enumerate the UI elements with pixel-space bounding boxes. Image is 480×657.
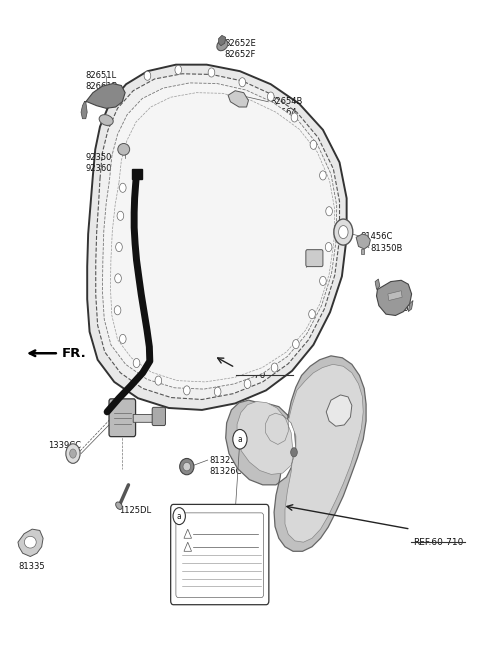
Polygon shape [375, 279, 380, 290]
Circle shape [70, 449, 76, 458]
Polygon shape [87, 64, 347, 410]
FancyBboxPatch shape [171, 505, 269, 604]
Text: 81325C
81326C: 81325C 81326C [209, 455, 241, 476]
Text: 1339CC: 1339CC [48, 441, 81, 449]
Polygon shape [102, 83, 336, 389]
Text: a: a [177, 512, 181, 520]
Text: 82654B
82664: 82654B 82664 [271, 97, 303, 118]
Circle shape [293, 340, 299, 349]
Circle shape [291, 113, 298, 122]
Polygon shape [361, 249, 364, 254]
Text: REF.60-770: REF.60-770 [215, 371, 265, 380]
FancyBboxPatch shape [109, 399, 135, 437]
FancyBboxPatch shape [306, 250, 323, 267]
Ellipse shape [183, 463, 191, 471]
Polygon shape [356, 234, 371, 249]
Polygon shape [96, 74, 339, 399]
Ellipse shape [217, 39, 228, 51]
Circle shape [239, 78, 246, 87]
Circle shape [334, 219, 353, 245]
Circle shape [183, 386, 190, 395]
Polygon shape [18, 529, 43, 556]
Circle shape [120, 334, 126, 344]
Circle shape [173, 508, 185, 524]
Circle shape [120, 183, 126, 193]
Circle shape [66, 444, 80, 463]
Polygon shape [226, 356, 366, 551]
Circle shape [105, 117, 111, 126]
Text: 81335: 81335 [19, 562, 46, 571]
Polygon shape [326, 395, 352, 426]
FancyBboxPatch shape [176, 513, 264, 598]
Ellipse shape [180, 459, 194, 475]
Polygon shape [133, 415, 157, 422]
Circle shape [267, 92, 274, 101]
Polygon shape [237, 365, 363, 542]
Circle shape [325, 242, 332, 252]
Circle shape [116, 242, 122, 252]
Text: 81329A: 81329A [235, 512, 267, 521]
Circle shape [338, 225, 348, 238]
Ellipse shape [118, 143, 130, 155]
Circle shape [133, 359, 140, 367]
Circle shape [244, 379, 251, 388]
Polygon shape [218, 35, 226, 46]
Polygon shape [408, 300, 413, 311]
Circle shape [117, 88, 124, 97]
Text: 1125DL: 1125DL [119, 506, 151, 514]
Polygon shape [388, 290, 402, 300]
Ellipse shape [116, 502, 122, 509]
Text: 82655
82665: 82655 82665 [382, 292, 409, 313]
Text: a: a [238, 435, 242, 443]
FancyBboxPatch shape [152, 407, 166, 426]
Circle shape [320, 277, 326, 286]
Text: 81353: 81353 [305, 262, 332, 271]
Circle shape [144, 71, 151, 80]
Circle shape [271, 363, 278, 372]
Polygon shape [132, 169, 142, 179]
Ellipse shape [24, 536, 36, 548]
Circle shape [115, 274, 121, 283]
Text: FR.: FR. [62, 347, 87, 360]
Circle shape [208, 68, 215, 77]
Circle shape [309, 309, 315, 319]
Text: 82651L
82661R: 82651L 82661R [86, 71, 118, 91]
Circle shape [175, 65, 181, 74]
Polygon shape [228, 91, 249, 107]
Polygon shape [81, 102, 87, 119]
Text: 82652E
82652F: 82652E 82652F [224, 39, 256, 58]
Text: 79480
79490: 79480 79490 [110, 405, 137, 426]
Circle shape [114, 306, 121, 315]
Circle shape [214, 387, 221, 396]
Circle shape [326, 207, 333, 215]
Circle shape [233, 430, 247, 449]
Text: 92350G
92360C: 92350G 92360C [86, 152, 119, 173]
Polygon shape [84, 83, 125, 108]
Text: REF.60-710: REF.60-710 [413, 538, 463, 547]
Circle shape [310, 140, 317, 149]
Circle shape [155, 376, 162, 385]
Circle shape [320, 171, 326, 180]
Circle shape [291, 447, 297, 457]
Circle shape [117, 212, 124, 220]
Text: 81350B: 81350B [371, 244, 403, 253]
Text: 81456C: 81456C [361, 232, 393, 241]
Polygon shape [376, 281, 412, 315]
Ellipse shape [99, 114, 113, 125]
